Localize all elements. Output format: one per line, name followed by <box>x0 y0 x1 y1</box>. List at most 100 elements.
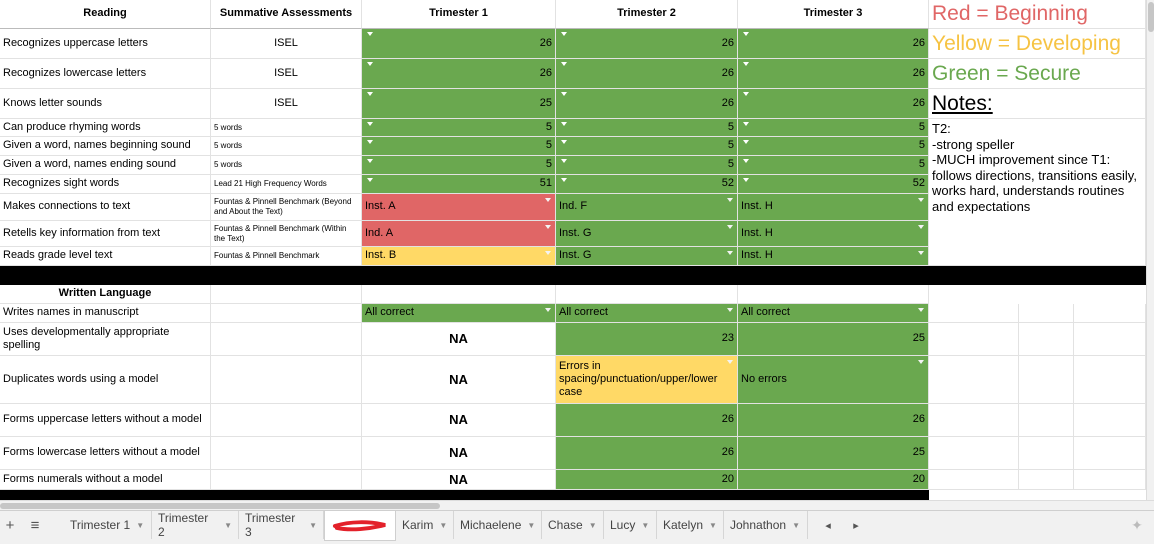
trimester-3-value[interactable]: 25 <box>738 437 929 470</box>
empty-cell[interactable] <box>1019 304 1074 323</box>
sheet-tab[interactable]: Lucy ▼ <box>604 511 657 539</box>
assessment-label[interactable]: ISEL <box>211 29 362 59</box>
trimester-3-value[interactable]: 26 <box>738 59 929 89</box>
trimester-3-value[interactable]: 20 <box>738 470 929 490</box>
written-language-title[interactable]: Written Language <box>0 285 211 304</box>
header-reading[interactable]: Reading <box>0 0 211 29</box>
legend-green[interactable]: Green = Secure <box>929 59 1146 89</box>
empty-cell[interactable] <box>929 356 1019 404</box>
trimester-1-value[interactable]: NA <box>362 323 556 356</box>
trimester-3-value[interactable]: 5 <box>738 137 929 156</box>
trimester-1-value[interactable]: Inst. A <box>362 194 556 221</box>
trimester-2-value[interactable]: 5 <box>556 156 738 175</box>
trimester-2-value[interactable]: Inst. G <box>556 221 738 247</box>
empty-cell[interactable] <box>1019 404 1074 437</box>
skill-label[interactable]: Given a word, names ending sound <box>0 156 211 175</box>
empty-cell[interactable] <box>929 470 1019 490</box>
chevron-down-icon[interactable]: ▼ <box>309 520 317 530</box>
skill-label[interactable]: Recognizes lowercase letters <box>0 59 211 89</box>
vertical-scrollbar[interactable] <box>1146 0 1154 500</box>
trimester-1-value[interactable]: 25 <box>362 89 556 119</box>
empty-cell[interactable] <box>211 470 362 490</box>
trimester-2-value[interactable]: 52 <box>556 175 738 194</box>
trimester-2-value[interactable]: All correct <box>556 304 738 323</box>
trimester-3-value[interactable]: 26 <box>738 89 929 119</box>
trimester-2-value[interactable]: 5 <box>556 137 738 156</box>
assessment-label[interactable]: ISEL <box>211 59 362 89</box>
assessment-label[interactable]: Fountas & Pinnell Benchmark (Within the … <box>211 221 362 247</box>
skill-label[interactable]: Makes connections to text <box>0 194 211 221</box>
empty-cell[interactable] <box>211 356 362 404</box>
empty-cell[interactable] <box>929 404 1019 437</box>
skill-label[interactable]: Writes names in manuscript <box>0 304 211 323</box>
empty-cell[interactable] <box>738 285 929 304</box>
trimester-3-value[interactable]: Inst. H <box>738 194 929 221</box>
skill-label[interactable]: Reads grade level text <box>0 247 211 266</box>
all-sheets-menu-icon[interactable]: ≡ <box>30 516 40 534</box>
empty-cell[interactable] <box>556 285 738 304</box>
trimester-3-value[interactable]: 25 <box>738 323 929 356</box>
trimester-2-value[interactable]: 26 <box>556 59 738 89</box>
trimester-3-value[interactable]: All correct <box>738 304 929 323</box>
skill-label[interactable]: Recognizes uppercase letters <box>0 29 211 59</box>
empty-cell[interactable] <box>929 437 1019 470</box>
sheet-tab[interactable]: Trimester 1 ▼ <box>64 511 152 539</box>
assessment-label[interactable]: 5 words <box>211 119 362 137</box>
skill-label[interactable]: Uses developmentally appropriate spellin… <box>0 323 211 356</box>
notes-body[interactable]: T2: -strong speller -MUCH improvement si… <box>929 119 1146 266</box>
skill-label[interactable]: Can produce rhyming words <box>0 119 211 137</box>
header-summative[interactable]: Summative Assessments <box>211 0 362 29</box>
sheet-tab[interactable] <box>324 511 396 541</box>
assessment-label[interactable]: 5 words <box>211 137 362 156</box>
chevron-down-icon[interactable]: ▼ <box>224 520 232 530</box>
trimester-1-value[interactable]: 5 <box>362 119 556 137</box>
trimester-2-value[interactable]: 20 <box>556 470 738 490</box>
legend-red[interactable]: Red = Beginning <box>929 0 1146 29</box>
skill-label[interactable]: Retells key information from text <box>0 221 211 247</box>
chevron-down-icon[interactable]: ▼ <box>439 520 448 530</box>
assessment-label[interactable]: Fountas & Pinnell Benchmark <box>211 247 362 266</box>
chevron-down-icon[interactable]: ▼ <box>792 520 800 530</box>
trimester-2-value[interactable]: 26 <box>556 404 738 437</box>
empty-cell[interactable] <box>1074 404 1146 437</box>
trimester-1-value[interactable]: NA <box>362 470 556 490</box>
empty-cell[interactable] <box>211 437 362 470</box>
skill-label[interactable]: Forms lowercase letters without a model <box>0 437 211 470</box>
trimester-2-value[interactable]: Errors in spacing/punctuation/upper/lowe… <box>556 356 738 404</box>
chevron-down-icon[interactable]: ▼ <box>641 520 650 530</box>
header-trimester-3[interactable]: Trimester 3 <box>738 0 929 29</box>
empty-cell[interactable] <box>211 404 362 437</box>
trimester-1-value[interactable]: All correct <box>362 304 556 323</box>
empty-cell[interactable] <box>929 323 1019 356</box>
empty-cell[interactable] <box>211 285 362 304</box>
header-trimester-2[interactable]: Trimester 2 <box>556 0 738 29</box>
assessment-label[interactable]: Lead 21 High Frequency Words <box>211 175 362 194</box>
vertical-scroll-thumb[interactable] <box>1148 2 1154 32</box>
trimester-1-value[interactable]: 26 <box>362 59 556 89</box>
trimester-3-value[interactable]: 26 <box>738 29 929 59</box>
trimester-1-value[interactable]: 5 <box>362 156 556 175</box>
skill-label[interactable]: Knows letter sounds <box>0 89 211 119</box>
trimester-3-value[interactable]: 26 <box>738 404 929 437</box>
empty-cell[interactable] <box>1074 304 1146 323</box>
trimester-1-value[interactable]: NA <box>362 437 556 470</box>
legend-yellow[interactable]: Yellow = Developing <box>929 29 1146 59</box>
trimester-1-value[interactable]: 51 <box>362 175 556 194</box>
sheet-tab[interactable]: Trimester 2 ▼ <box>152 511 239 539</box>
empty-cell[interactable] <box>1074 356 1146 404</box>
skill-label[interactable]: Forms uppercase letters without a model <box>0 404 211 437</box>
empty-cell[interactable] <box>362 285 556 304</box>
notes-title[interactable]: Notes: <box>929 89 1146 119</box>
trimester-1-value[interactable]: 5 <box>362 137 556 156</box>
scroll-tabs-left-icon[interactable]: ◂ <box>825 519 831 532</box>
empty-cell[interactable] <box>1019 470 1074 490</box>
horizontal-scrollbar[interactable] <box>0 500 1154 510</box>
trimester-1-value[interactable]: Ind. A <box>362 221 556 247</box>
trimester-3-value[interactable]: 52 <box>738 175 929 194</box>
assessment-label[interactable]: Fountas & Pinnell Benchmark (Beyond and … <box>211 194 362 221</box>
add-sheet-icon[interactable]: + <box>5 516 15 534</box>
explore-icon[interactable]: ✦ <box>1131 516 1143 533</box>
trimester-2-value[interactable]: 5 <box>556 119 738 137</box>
empty-cell[interactable] <box>1019 323 1074 356</box>
trimester-3-value[interactable]: Inst. H <box>738 221 929 247</box>
